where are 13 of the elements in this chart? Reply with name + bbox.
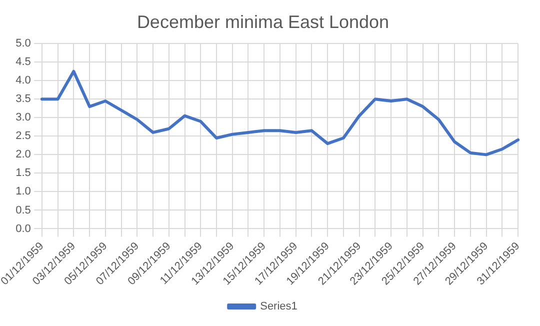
y-tick-label: 4.0 [16,74,31,87]
y-tick-label: 3.5 [16,93,31,106]
y-tick-label: 1.0 [16,186,31,198]
y-tick-label: 2.0 [16,148,31,161]
y-tick-label: 4.5 [16,56,31,68]
y-tick-label: 3.0 [16,112,31,124]
y-tick-label: 2.5 [16,130,31,142]
legend-label: Series1 [260,300,298,313]
y-tick-label: 0.0 [16,222,31,235]
y-tick-label: 5.0 [16,38,31,50]
chart-title: December minima East London [136,12,390,32]
y-tick-label: 0.5 [16,204,31,216]
y-tick-label: 1.5 [16,167,31,180]
